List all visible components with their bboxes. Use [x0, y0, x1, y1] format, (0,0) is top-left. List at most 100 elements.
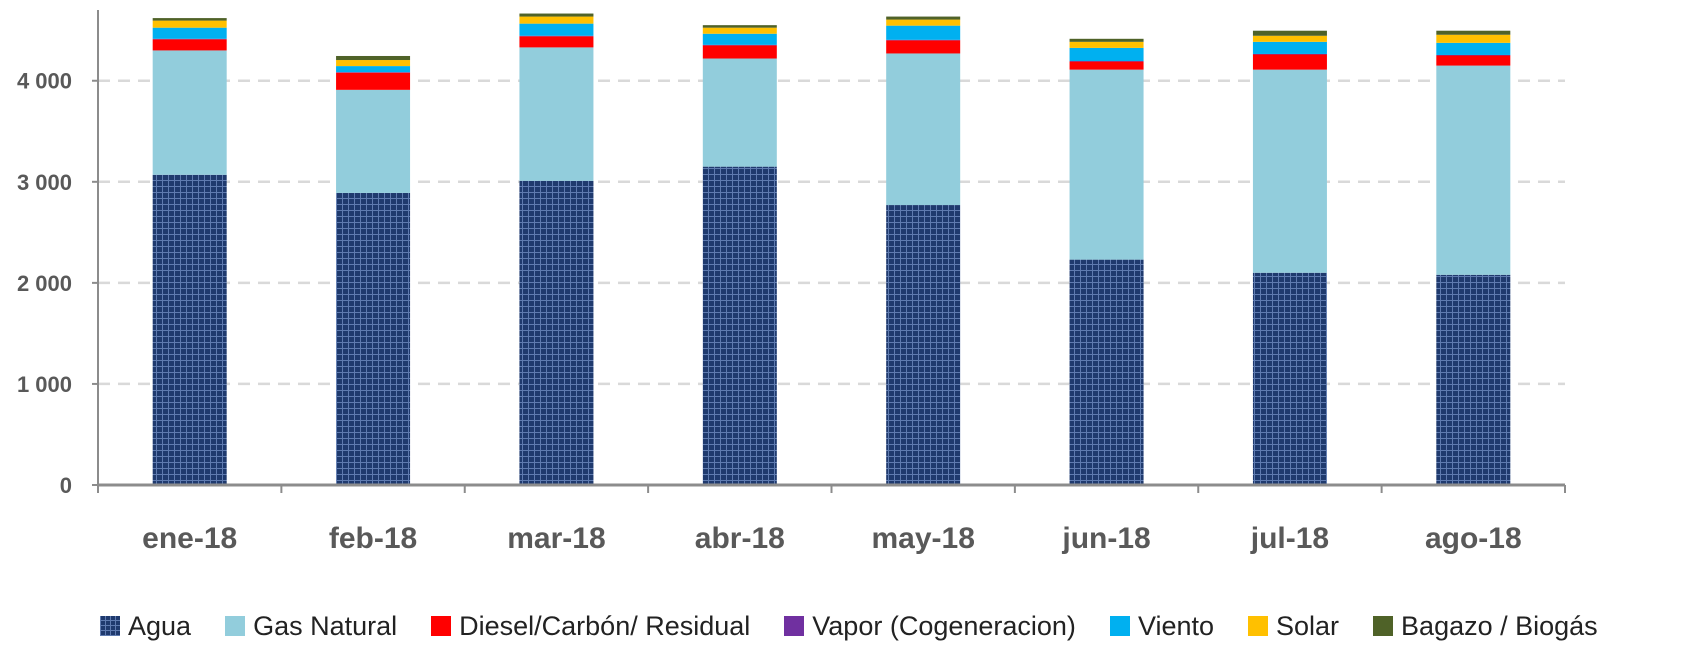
bar-segment-5 — [1252, 41, 1327, 54]
x-tick-label: abr-18 — [695, 522, 785, 555]
legend-swatch — [1248, 616, 1269, 636]
legend-item: Agua — [100, 611, 191, 642]
legend-label: Bagazo / Biogás — [1401, 610, 1598, 641]
legend-item: Viento — [1109, 610, 1215, 642]
legend-item: Solar — [1248, 611, 1339, 642]
legend-item: Bagazo / Biogás — [1373, 611, 1598, 642]
legend-swatch — [1109, 616, 1130, 636]
legend-item: Diesel/Carbón/ Residual — [431, 611, 750, 642]
bar-segment-5 — [519, 23, 594, 36]
bar-stack — [1069, 38, 1144, 485]
legend: Agua Gas Natural Diesel/Carbón/ Residual Va… — [100, 604, 1690, 648]
bar-segment-6 — [702, 27, 777, 34]
bar-segment-3 — [1069, 61, 1144, 70]
bar-segment-7 — [152, 18, 227, 21]
bar-segment-4 — [1252, 53, 1327, 55]
bar-segment-7 — [886, 16, 961, 20]
legend-label: Diesel/Carbón/ Residual — [459, 610, 751, 641]
bar-stack — [1436, 30, 1511, 485]
bar-segment-4 — [519, 35, 594, 37]
bar-segment-7 — [519, 13, 594, 17]
bar-segment-5 — [1436, 42, 1511, 55]
bar-segment-4 — [336, 72, 411, 73]
bar-segment-3 — [886, 40, 961, 54]
legend-swatch — [100, 616, 120, 636]
legend-label: Viento — [1137, 610, 1215, 641]
bar-segment-1 — [1069, 259, 1144, 485]
x-tick-label: jul-18 — [1250, 522, 1329, 555]
bar-segment-2 — [1252, 69, 1327, 273]
legend-swatch — [225, 616, 246, 636]
bar-segment-6 — [519, 16, 594, 24]
bar-segment-1 — [152, 174, 227, 485]
bar-segment-2 — [1436, 65, 1511, 275]
x-tick-label: jun-18 — [1061, 522, 1150, 555]
bar-segment-3 — [702, 45, 777, 59]
legend-swatch — [1373, 616, 1394, 636]
bar-segment-6 — [152, 20, 227, 28]
bar-segment-3 — [336, 72, 411, 90]
bar-segment-6 — [1252, 35, 1327, 42]
bar-segment-6 — [1436, 34, 1511, 43]
bar-segment-2 — [1069, 69, 1144, 260]
bar-stack — [336, 55, 411, 485]
bar-segment-7 — [1069, 38, 1144, 42]
bar-segment-2 — [702, 58, 777, 167]
legend-label: Agua — [128, 610, 192, 641]
y-ticks: 0 1 000 2 000 3 000 4 000 — [17, 69, 98, 498]
bar-segment-5 — [702, 33, 777, 45]
bar-stack — [519, 13, 594, 486]
bar-segment-5 — [336, 66, 411, 73]
bar-segment-1 — [1436, 274, 1511, 485]
bar-segment-4 — [886, 39, 961, 41]
bar-segment-7 — [702, 25, 777, 28]
x-tick-label: may-18 — [871, 522, 974, 555]
gridlines — [98, 79, 1565, 386]
bar-stack — [886, 16, 961, 485]
bar-segment-1 — [336, 192, 411, 485]
bar-segment-5 — [1069, 47, 1144, 62]
bar-segment-2 — [336, 89, 411, 193]
bar-segment-7 — [336, 55, 411, 61]
legend-item: Gas Natural — [225, 611, 397, 642]
y-tick-label: 4 000 — [17, 69, 72, 94]
y-tick-label: 2 000 — [17, 271, 72, 296]
bar-segment-1 — [519, 180, 594, 486]
bar-segment-3 — [1436, 55, 1511, 66]
legend-swatch — [431, 616, 452, 636]
x-tick-label: mar-18 — [507, 522, 605, 555]
bar-stack — [152, 18, 227, 485]
legend-label: Vapor (Cogeneracion) — [812, 610, 1076, 641]
bar-segment-7 — [1252, 30, 1327, 36]
stacked-bar-chart: 0 1 000 2 000 3 000 4 000 ene-18 feb-18 mar-18… — [17, 10, 1566, 555]
legend-label: Gas Natural — [253, 610, 398, 641]
bar-segment-5 — [886, 25, 961, 40]
bar-segment-4 — [152, 38, 227, 40]
bar-segment-1 — [1252, 272, 1327, 485]
bar-segment-2 — [886, 53, 961, 206]
bar-segment-4 — [702, 44, 777, 46]
bar-segment-6 — [336, 60, 411, 67]
bar-segment-3 — [152, 39, 227, 51]
x-tick-label: ago-18 — [1425, 522, 1522, 555]
x-tick-label: feb-18 — [329, 522, 417, 555]
bar-segment-1 — [886, 205, 961, 485]
bar-segment-2 — [152, 50, 227, 175]
bar-segment-4 — [1436, 54, 1511, 56]
bar-segment-6 — [1069, 41, 1144, 48]
bar-segment-2 — [519, 47, 594, 181]
legend-label: Solar — [1276, 610, 1340, 641]
legend-item: Vapor (Cogeneracion) — [784, 611, 1076, 642]
legend-swatch — [784, 616, 805, 636]
bar-segment-1 — [702, 166, 777, 486]
bar-segment-3 — [1252, 54, 1327, 70]
bars — [152, 13, 1511, 486]
y-tick-label: 1 000 — [17, 372, 72, 397]
x-tick-label: ene-18 — [142, 522, 237, 555]
bar-segment-6 — [886, 19, 961, 26]
y-tick-label: 3 000 — [17, 170, 72, 195]
bar-stack — [702, 25, 777, 486]
bar-segment-4 — [1069, 61, 1144, 62]
bar-segment-7 — [1436, 30, 1511, 35]
bar-segment-5 — [152, 27, 227, 39]
